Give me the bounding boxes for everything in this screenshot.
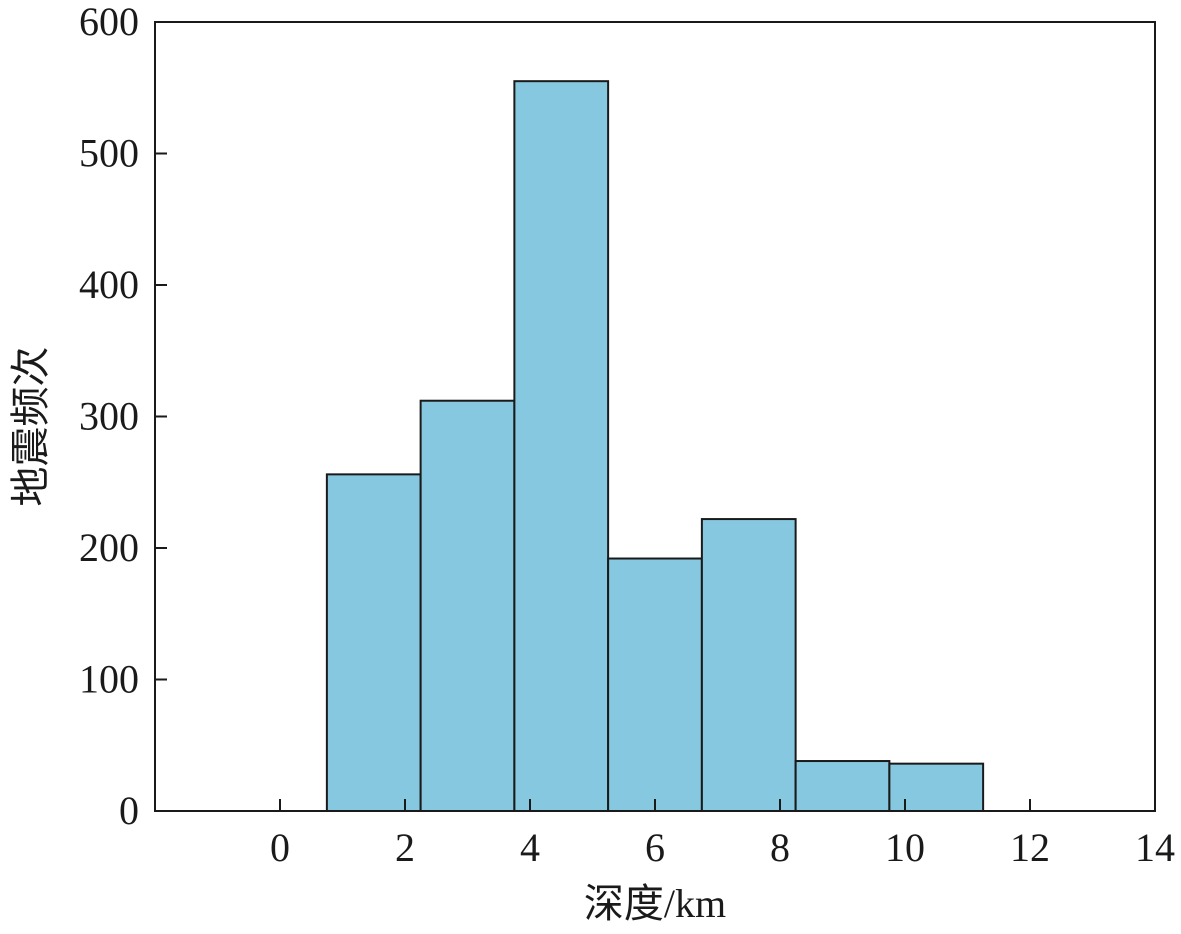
x-tick-label: 4: [520, 825, 540, 870]
histogram-bar: [325, 473, 422, 812]
y-ticks-group: 0 100 200 300 400 500 600: [79, 0, 167, 833]
bars-group: [325, 80, 985, 813]
y-tick-label: 300: [79, 394, 139, 439]
x-ticks-group: 0 2 4 6 8 10 12 14: [270, 799, 1175, 870]
x-tick-label: 2: [395, 825, 415, 870]
y-tick-label: 400: [79, 262, 139, 307]
histogram-bar: [794, 760, 891, 813]
y-tick-label: 200: [79, 525, 139, 570]
x-tick-label: 0: [270, 825, 290, 870]
histogram-bar: [513, 80, 610, 813]
y-axis-label: 地震频次: [8, 347, 53, 507]
histogram-bar: [607, 557, 703, 813]
y-tick-label: 600: [79, 0, 139, 44]
y-tick-label: 0: [119, 788, 139, 833]
x-tick-label: 10: [885, 825, 925, 870]
x-axis-label: 深度/km: [584, 881, 726, 926]
x-tick-label: 8: [770, 825, 790, 870]
y-tick-label: 500: [79, 131, 139, 176]
y-tick-label: 100: [79, 657, 139, 702]
x-tick-label: 6: [645, 825, 665, 870]
histogram-bar: [419, 399, 516, 812]
x-tick-label: 14: [1135, 825, 1175, 870]
x-tick-label: 12: [1010, 825, 1050, 870]
histogram-bar: [700, 518, 797, 812]
plot-frame: [154, 21, 1156, 812]
histogram-bar: [888, 762, 985, 812]
